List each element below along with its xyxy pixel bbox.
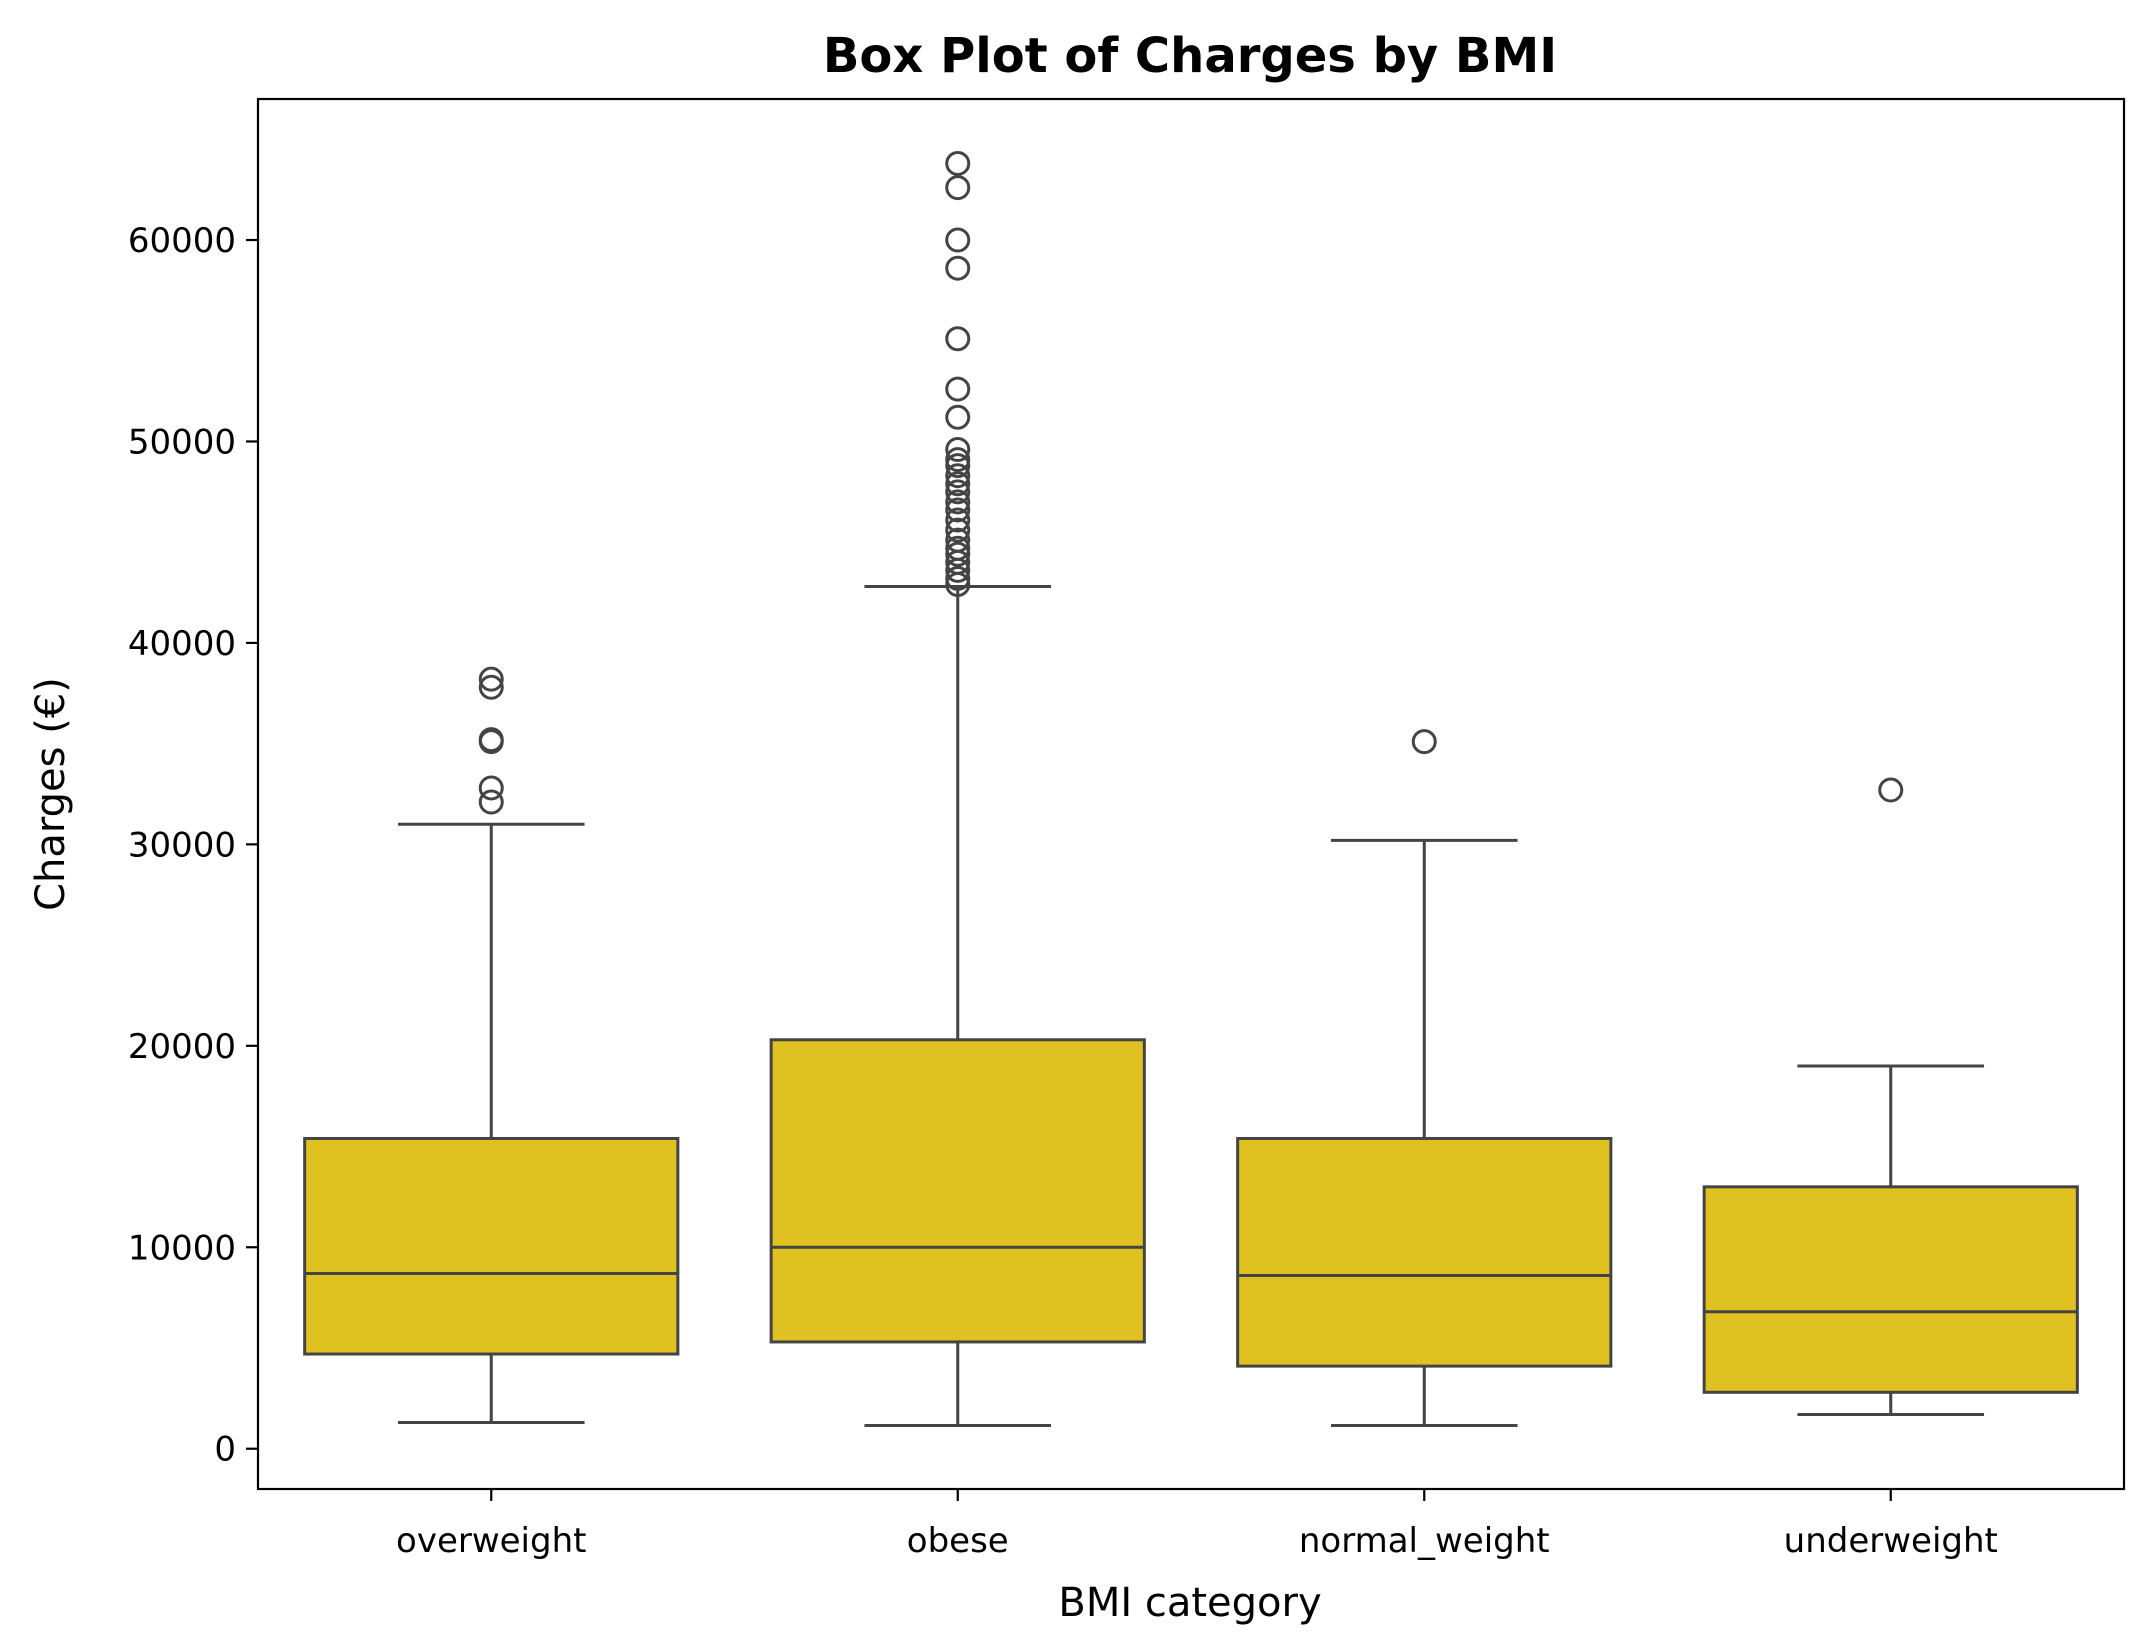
x-tick-label: normal_weight [1299,1521,1550,1561]
outlier-point [945,437,971,463]
box-group-underweight [1702,777,2079,1416]
outlier-point [945,376,971,402]
outlier-point [945,463,971,489]
outlier-point [945,326,971,352]
box-group-overweight [303,666,680,1425]
outlier-point [945,471,971,497]
plot-frame [256,97,2126,1491]
outlier-point [945,541,971,567]
outlier-point [945,497,971,523]
y-tick-label: 40000 [128,624,236,664]
box-iqr [769,1038,1146,1344]
outlier-point [945,447,971,473]
outlier-point [945,527,971,553]
box-iqr [1236,1136,1613,1368]
x-tick-label: underweight [1784,1521,1998,1561]
outlier-point [945,453,971,479]
outlier-point [945,150,971,176]
outlier-point [945,404,971,430]
outlier-point [478,775,504,801]
chart-title: Box Plot of Charges by BMI [823,28,1557,84]
outlier-point [945,489,971,515]
outlier-point [945,175,971,201]
outlier-point [945,535,971,561]
outlier-point [945,517,971,543]
box-iqr [1702,1185,2079,1394]
y-axis-title: Charges (€) [28,677,74,911]
outlier-point [1411,729,1437,755]
y-tick-label: 30000 [128,825,236,865]
y-tick-label: 0 [214,1430,236,1470]
outlier-point [478,727,504,753]
outlier-point [478,674,504,700]
box-group-normal_weight [1236,729,1613,1428]
outlier-point [478,666,504,692]
outlier-point [478,789,504,815]
outlier-point [945,507,971,533]
y-tick-label: 10000 [128,1228,236,1268]
box-group-obese [769,150,1146,1428]
x-axis: overweight obese normal_weight underweight [396,1489,1998,1561]
y-tick-label: 60000 [128,221,236,261]
outlier-point [945,255,971,281]
outlier-point [945,565,971,591]
y-tick-label: 50000 [128,422,236,462]
y-tick-label: 20000 [128,1027,236,1067]
outlier-point [945,479,971,505]
plot-area [303,150,2079,1428]
box-iqr [303,1136,680,1356]
x-axis-title: BMI category [1058,1580,1321,1626]
outlier-point [945,227,971,253]
outlier-point [1878,777,1904,803]
y-axis: 0 10000 20000 30000 40000 50000 60000 [128,221,258,1470]
x-tick-label: obese [907,1521,1009,1561]
x-tick-label: overweight [396,1521,586,1561]
